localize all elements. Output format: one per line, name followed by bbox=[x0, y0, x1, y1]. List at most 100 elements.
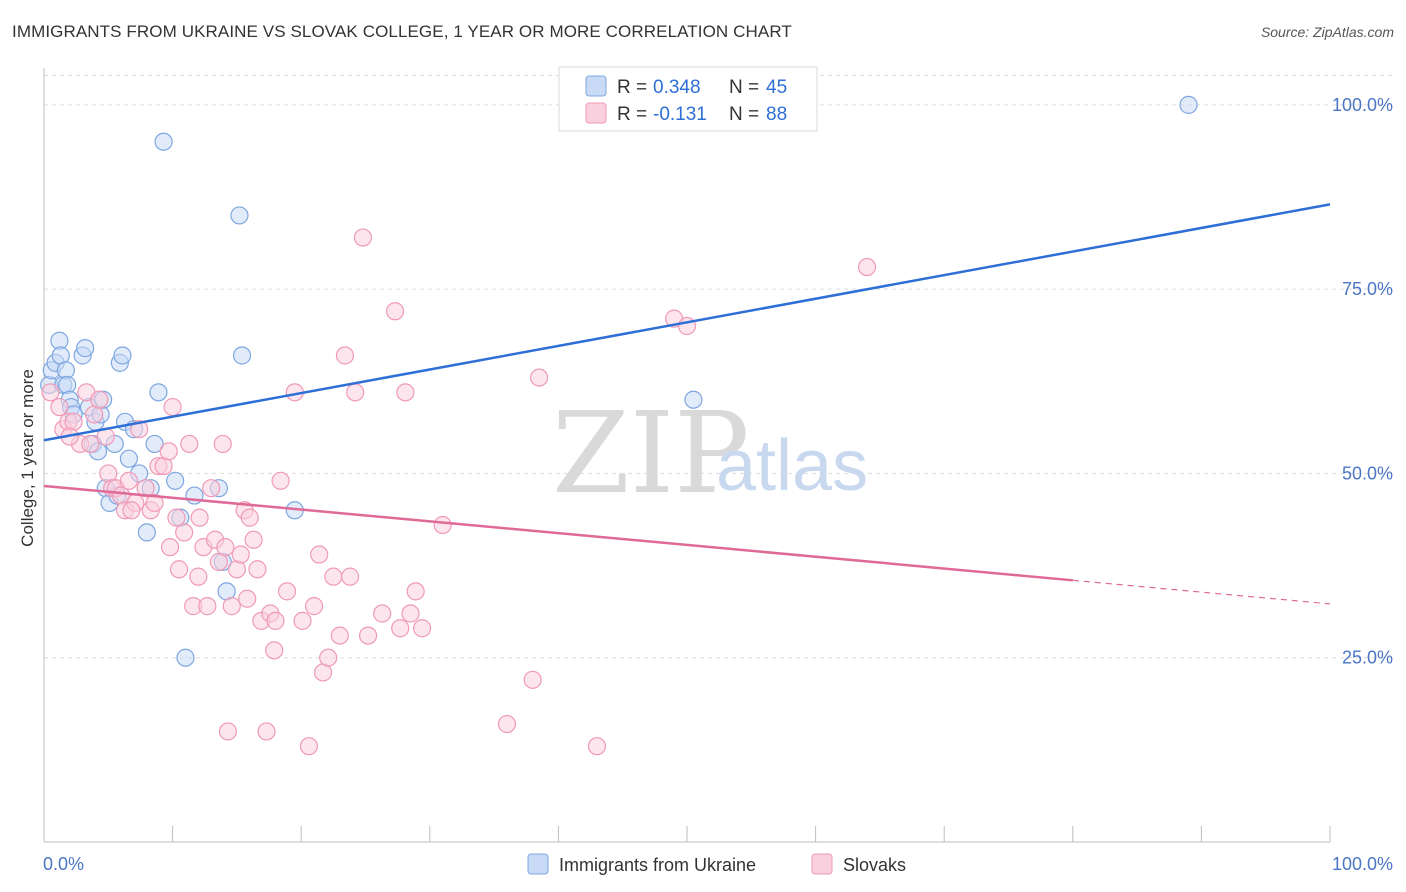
grid-lines bbox=[44, 74, 1395, 659]
slovaks-point-57 bbox=[310, 545, 329, 564]
slovaks-point-59 bbox=[319, 648, 338, 667]
slovaks-point-83 bbox=[122, 501, 141, 520]
slovaks-point-34 bbox=[202, 479, 221, 498]
x-tick-label-left: 0.0% bbox=[43, 854, 84, 874]
bottom-legend-swatch-ukraine bbox=[527, 853, 549, 875]
slovaks-point-48 bbox=[257, 722, 276, 741]
slovaks-point-72 bbox=[406, 582, 425, 601]
ukraine-point-24 bbox=[113, 346, 132, 365]
slovaks-point-0 bbox=[41, 383, 60, 402]
slovaks-point-55 bbox=[299, 737, 319, 756]
slovaks-point-73 bbox=[412, 619, 432, 638]
ukraine-point-34 bbox=[166, 471, 185, 490]
ukraine-point-42 bbox=[232, 346, 252, 365]
slovaks-point-26 bbox=[167, 508, 186, 527]
slovaks-point-76 bbox=[523, 670, 542, 689]
legend-n-value-slovaks: 88 bbox=[766, 104, 787, 125]
slovaks-point-39 bbox=[218, 722, 237, 741]
bottom-legend: Immigrants from Ukraine Slovaks bbox=[527, 853, 906, 875]
slovaks-point-50 bbox=[266, 611, 285, 630]
series-ukraine-points bbox=[40, 95, 1198, 667]
watermark-atlas: atlas bbox=[716, 426, 868, 506]
slovaks-point-44 bbox=[240, 508, 259, 527]
slovaks-point-54 bbox=[293, 611, 312, 630]
slovaks-point-87 bbox=[265, 641, 284, 660]
legend-swatch-slovaks bbox=[585, 102, 607, 124]
slovaks-point-31 bbox=[190, 508, 209, 527]
ukraine-point-36 bbox=[176, 648, 195, 667]
slovaks-point-46 bbox=[248, 560, 267, 579]
trend-line-ukraine bbox=[43, 203, 1331, 442]
slovaks-point-77 bbox=[530, 368, 549, 387]
y-tick-label-25: 25.0% bbox=[1342, 648, 1393, 668]
ukraine-point-45 bbox=[1179, 95, 1198, 114]
y-tick-label-100: 100.0% bbox=[1332, 95, 1393, 115]
slovaks-point-69 bbox=[391, 619, 410, 638]
slovaks-point-64 bbox=[346, 383, 365, 402]
slovaks-point-86 bbox=[238, 589, 257, 608]
axes bbox=[43, 68, 1331, 843]
slovaks-point-56 bbox=[304, 597, 324, 616]
slovaks-point-19 bbox=[136, 479, 155, 498]
bottom-legend-swatch-slovaks bbox=[811, 853, 833, 875]
slovaks-point-51 bbox=[271, 471, 290, 490]
slovaks-point-25 bbox=[163, 397, 182, 417]
legend-n-label-slovaks: N = bbox=[729, 104, 759, 125]
slovaks-point-71 bbox=[401, 604, 420, 623]
x-tick-label-right: 100.0% bbox=[1332, 854, 1393, 874]
slovaks-point-75 bbox=[497, 714, 517, 734]
ukraine-point-41 bbox=[230, 206, 249, 225]
slovaks-point-78 bbox=[587, 737, 607, 756]
slovaks-point-24 bbox=[159, 442, 178, 461]
ukraine-point-44 bbox=[684, 390, 703, 409]
bottom-legend-label-slovaks: Slovaks bbox=[843, 855, 906, 875]
y-tick-label-75: 75.0% bbox=[1342, 279, 1393, 299]
slovaks-point-60 bbox=[324, 567, 343, 586]
y-axis-label: College, 1 year or more bbox=[18, 369, 37, 547]
slovaks-point-40 bbox=[222, 597, 241, 616]
slovaks-point-63 bbox=[340, 567, 360, 586]
slovaks-point-81 bbox=[857, 257, 877, 277]
y-tick-label-50: 50.0% bbox=[1342, 463, 1393, 483]
slovaks-point-42 bbox=[231, 545, 250, 564]
trend-line-slovaks bbox=[43, 484, 1073, 582]
slovaks-point-67 bbox=[373, 604, 392, 623]
bottom-legend-label-ukraine: Immigrants from Ukraine bbox=[559, 855, 756, 875]
slovaks-point-74 bbox=[433, 515, 452, 535]
slovaks-point-38 bbox=[216, 538, 235, 557]
slovaks-point-27 bbox=[169, 560, 189, 579]
slovaks-point-16 bbox=[119, 471, 138, 490]
slovaks-point-84 bbox=[160, 538, 180, 557]
slovaks-point-85 bbox=[189, 567, 208, 586]
legend-r-label-slovaks: R = bbox=[617, 104, 647, 125]
source-credit: Source: ZipAtlas.com bbox=[1260, 24, 1394, 40]
legend-r-value-ukraine: 0.348 bbox=[653, 77, 701, 98]
ukraine-point-12 bbox=[76, 339, 95, 358]
top-legend: R = 0.348 N = 45 R = -0.131 N = 88 bbox=[558, 66, 818, 132]
slovaks-point-1 bbox=[50, 397, 69, 417]
slovaks-point-65 bbox=[353, 228, 373, 247]
ukraine-point-7 bbox=[58, 375, 77, 395]
ukraine-point-31 bbox=[145, 434, 164, 454]
chart-title: IMMIGRANTS FROM UKRAINE VS SLOVAK COLLEG… bbox=[12, 22, 792, 41]
y-tick-labels: 25.0% 50.0% 75.0% 100.0% bbox=[1332, 95, 1393, 668]
legend-n-value-ukraine: 45 bbox=[766, 77, 787, 98]
slovaks-point-61 bbox=[330, 626, 349, 645]
series-slovaks-points bbox=[41, 228, 877, 756]
legend-swatch-ukraine bbox=[585, 75, 607, 97]
slovaks-point-28 bbox=[175, 523, 194, 542]
ukraine-point-29 bbox=[137, 523, 156, 542]
legend-r-value-slovaks: -0.131 bbox=[653, 104, 707, 125]
slovaks-point-62 bbox=[335, 346, 355, 365]
slovaks-point-29 bbox=[180, 434, 199, 454]
slovaks-point-45 bbox=[244, 530, 263, 549]
slovaks-point-66 bbox=[358, 626, 378, 645]
slovaks-point-52 bbox=[277, 582, 297, 601]
watermark-zip: ZIP bbox=[552, 389, 749, 519]
slovaks-point-37 bbox=[213, 434, 232, 454]
ukraine-point-26 bbox=[119, 449, 138, 468]
slovaks-point-68 bbox=[385, 302, 405, 321]
slovaks-point-9 bbox=[90, 390, 109, 409]
trend-line-slovaks-extrapolated bbox=[1072, 579, 1331, 605]
